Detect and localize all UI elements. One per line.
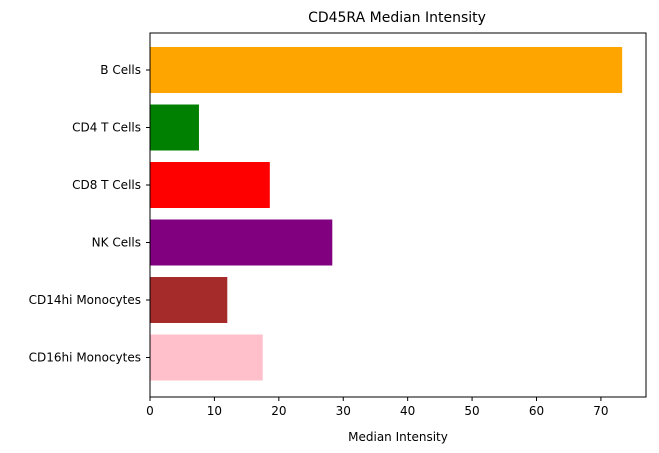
y-tick-label: CD14hi Monocytes <box>29 293 141 307</box>
bar-cd14hi-monocytes <box>150 277 228 323</box>
x-tick-label: 10 <box>207 404 222 418</box>
bars-group <box>150 47 623 381</box>
x-tick-label: 30 <box>336 404 351 418</box>
x-tick-label: 40 <box>400 404 415 418</box>
x-tick-label: 20 <box>271 404 286 418</box>
x-tick-label: 60 <box>529 404 544 418</box>
bar-cd16hi-monocytes <box>150 334 263 381</box>
chart-title: CD45RA Median Intensity <box>308 10 486 26</box>
y-tick-label: CD16hi Monocytes <box>29 351 141 365</box>
x-axis-ticks: 0 10 20 30 40 50 60 70 <box>146 397 609 418</box>
y-tick-label: NK Cells <box>92 236 141 250</box>
plot-frame <box>149 32 647 398</box>
y-tick-label: CD8 T Cells <box>72 178 141 192</box>
bar-b-cells <box>150 47 623 93</box>
bar-nk-cells <box>150 219 333 266</box>
x-tick-label: 50 <box>464 404 479 418</box>
bar-cd4-t-cells <box>150 104 199 151</box>
x-axis-label: Median Intensity <box>348 430 448 444</box>
y-tick-label: CD4 T Cells <box>72 121 141 135</box>
y-axis-ticks: B Cells CD4 T Cells CD8 T Cells NK Cells CD1… <box>29 63 150 365</box>
y-tick-label: B Cells <box>100 63 141 77</box>
bar-cd8-t-cells <box>150 162 270 208</box>
x-tick-label: 70 <box>593 404 608 418</box>
x-tick-label: 0 <box>146 404 154 418</box>
